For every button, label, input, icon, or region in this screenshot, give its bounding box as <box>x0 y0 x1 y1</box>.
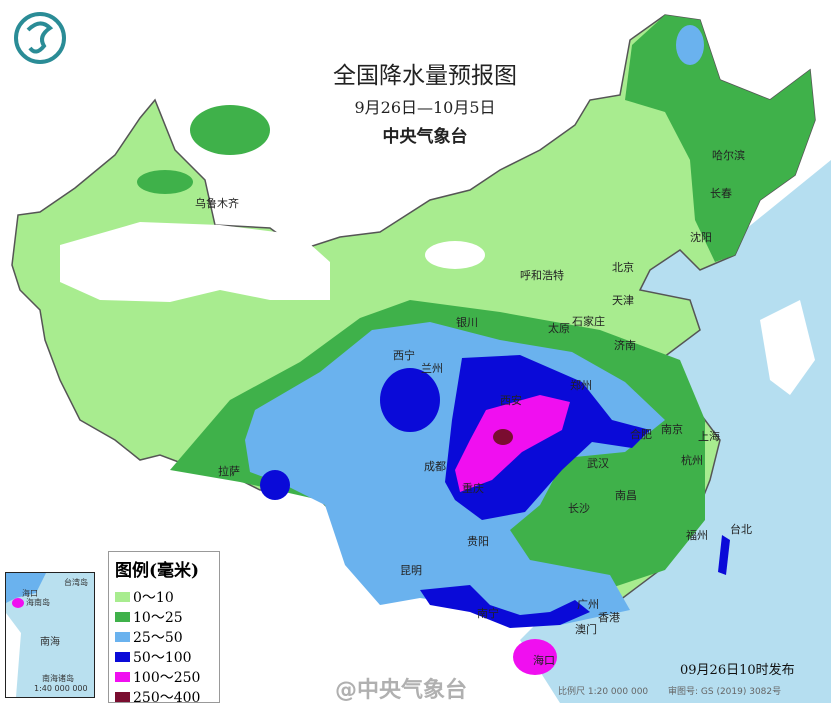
legend-label: 50～100 <box>133 650 192 666</box>
inset-label: 台湾岛 <box>64 578 88 587</box>
legend-item: 50～100 <box>115 647 219 667</box>
legend-item: 250～400 <box>115 687 219 707</box>
zone-25-50-ne <box>676 25 704 65</box>
city-label: 兰州 <box>421 362 443 375</box>
legend-label: 10～25 <box>133 610 183 626</box>
inset-label: 海口 <box>22 589 38 598</box>
city-label: 海口 <box>533 654 555 667</box>
zone-10-25-w <box>137 170 193 194</box>
city-label: 南昌 <box>615 489 637 502</box>
issue-time: 09月26日10时发布 <box>680 663 795 678</box>
city-label: 昆明 <box>400 564 422 577</box>
zone-100-250 <box>455 395 570 492</box>
city-label: 北京 <box>612 261 634 274</box>
legend-swatch <box>115 672 130 682</box>
inset-label: 海南岛 <box>26 598 50 607</box>
city-label: 杭州 <box>681 454 703 467</box>
zone-50-100-west <box>380 368 440 432</box>
legend-label: 25～50 <box>133 630 183 646</box>
legend-label: 0～10 <box>133 590 174 606</box>
legend-label: 100～250 <box>133 670 201 686</box>
city-label: 长沙 <box>568 502 590 515</box>
watermark: @中央气象台 <box>335 678 468 703</box>
legend-title: 图例(毫米) <box>115 561 200 581</box>
korea-japan-land <box>760 300 815 395</box>
city-label: 澳门 <box>575 623 597 636</box>
map-approval-number: 审图号: GS (2019) 3082号 <box>668 687 782 697</box>
legend-swatch <box>115 652 130 662</box>
dry-zone-tarim <box>60 222 330 302</box>
zone-50-100-taiwan <box>718 535 730 575</box>
city-label: 天津 <box>612 294 634 307</box>
city-label: 太原 <box>548 322 570 335</box>
city-label: 成都 <box>424 460 446 473</box>
city-label: 福州 <box>686 529 708 542</box>
city-label: 拉萨 <box>218 465 240 478</box>
zone-50-100-coast <box>420 585 590 628</box>
zone-10-25-northeast <box>625 15 815 262</box>
city-label: 上海 <box>698 430 720 443</box>
city-label: 沈阳 <box>690 231 712 244</box>
map-title: 全国降水量预报图 <box>333 63 517 89</box>
south-china-sea-inset: 海口 海南岛 台湾岛 南海 南海诸岛 1:40 000 000 <box>5 572 95 698</box>
inset-label: 南海 <box>40 637 60 648</box>
zone-250-400 <box>493 429 513 445</box>
city-label: 哈尔滨 <box>712 149 745 162</box>
cma-logo-icon <box>14 12 66 64</box>
city-label: 西安 <box>500 394 522 407</box>
city-label: 合肥 <box>630 428 652 441</box>
city-label: 台北 <box>730 523 752 536</box>
city-label: 西宁 <box>393 349 415 362</box>
legend-item: 0～10 <box>115 587 219 607</box>
city-label: 香港 <box>598 611 620 624</box>
city-label: 南宁 <box>477 607 499 620</box>
city-label: 石家庄 <box>572 315 605 328</box>
inset-scale: 1:40 000 000 <box>34 684 88 693</box>
legend: 图例(毫米) 0～10 10～25 25～50 50～100 100～250 2… <box>108 551 220 706</box>
dry-zone-north <box>425 241 485 269</box>
city-label: 乌鲁木齐 <box>195 197 239 210</box>
city-label: 武汉 <box>587 457 609 470</box>
city-label: 银川 <box>456 316 478 329</box>
city-label: 南京 <box>661 423 683 436</box>
inset-title: 南海诸岛 <box>42 674 74 683</box>
date-range: 9月26日—10月5日 <box>354 98 496 117</box>
city-label: 重庆 <box>462 482 484 495</box>
legend-swatch <box>115 592 130 602</box>
city-label: 呼和浩特 <box>520 269 564 282</box>
map-scale: 比例尺 1:20 000 000 <box>558 687 649 697</box>
issuer: 中央气象台 <box>382 127 468 147</box>
city-label: 济南 <box>614 339 636 352</box>
zone-10-25-nw <box>190 105 270 155</box>
legend-label: 250～400 <box>133 690 201 706</box>
legend-item: 100～250 <box>115 667 219 687</box>
zone-50-100-sw <box>260 470 290 500</box>
legend-item: 25～50 <box>115 627 219 647</box>
zone-100-250-hainan <box>513 639 557 675</box>
legend-swatch <box>115 612 130 622</box>
legend-swatch <box>115 632 130 642</box>
city-label: 广州 <box>577 598 599 611</box>
city-label: 郑州 <box>570 379 592 392</box>
city-label: 贵阳 <box>467 535 489 548</box>
city-label: 长春 <box>710 187 732 200</box>
legend-item: 10～25 <box>115 607 219 627</box>
legend-swatch <box>115 692 130 702</box>
